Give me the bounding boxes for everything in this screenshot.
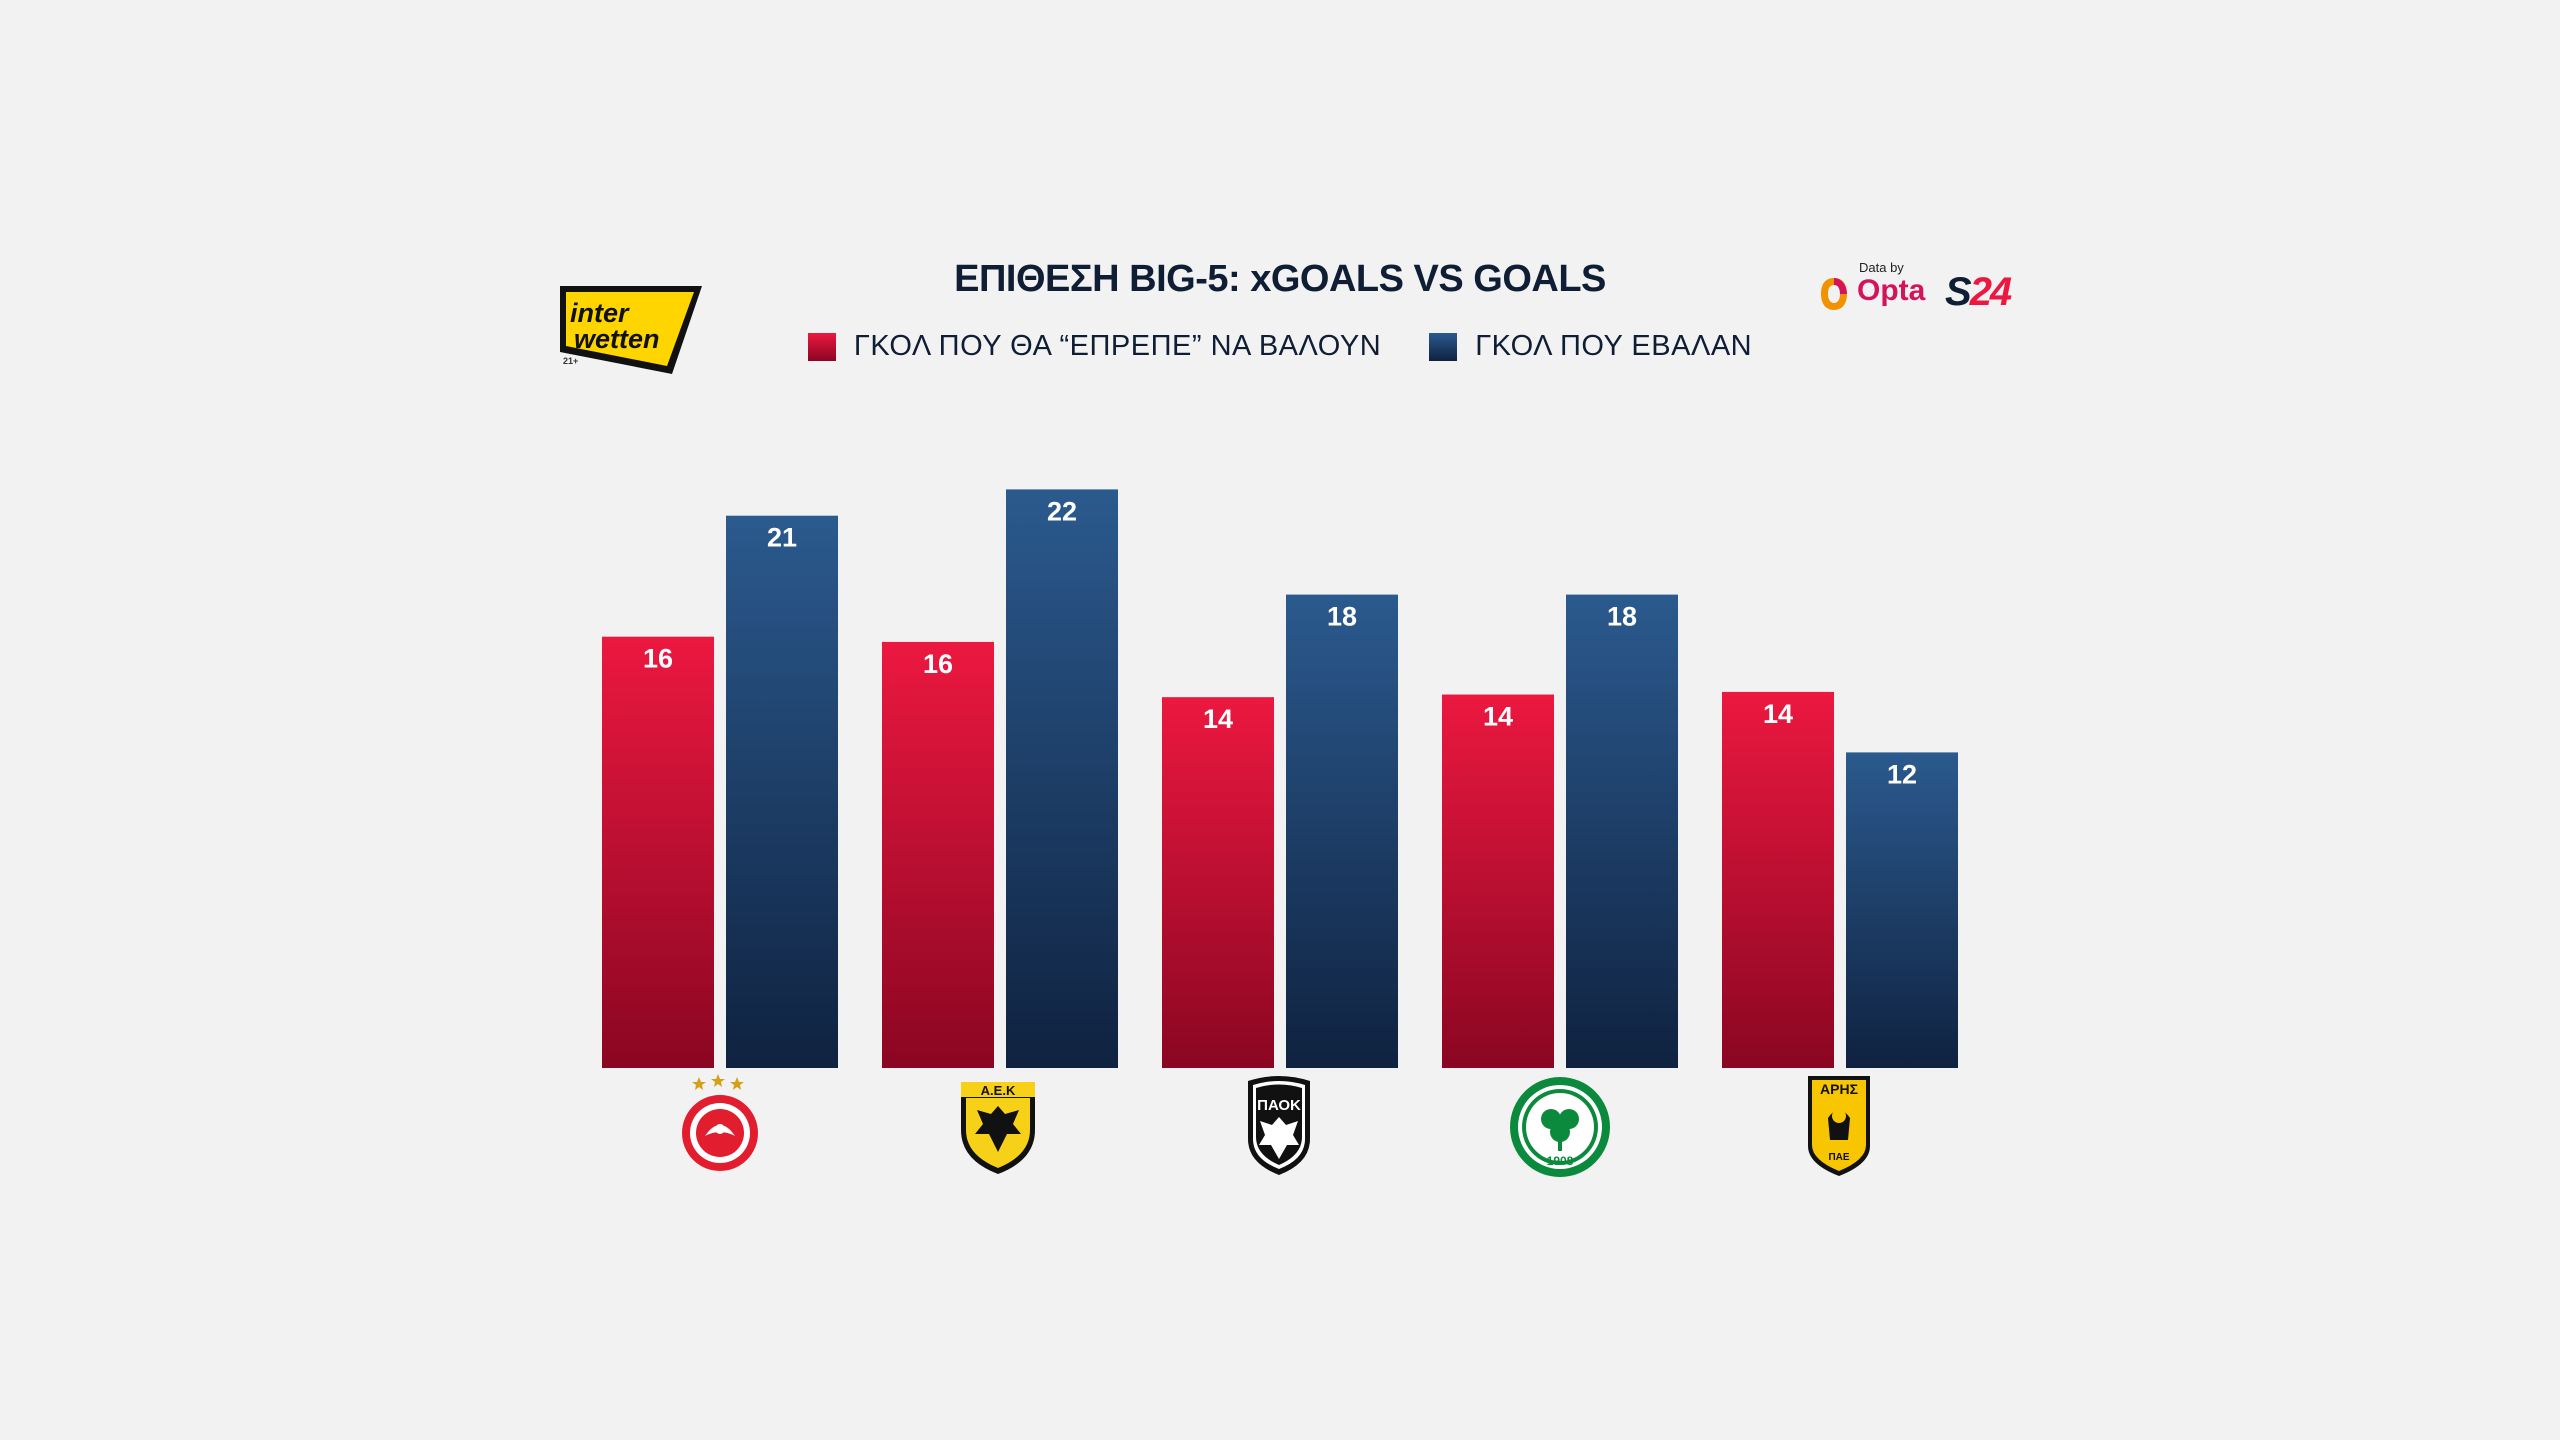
bar-xg-3	[1162, 697, 1274, 1068]
chart-title: ΕΠΙΘΕΣΗ BIG-5: xGOALS VS GOALS	[954, 258, 1606, 300]
data-label-xg-1: 16	[643, 644, 673, 674]
bar-xg-1	[602, 636, 714, 1068]
panathinaikos-crest-text: 1908	[1547, 1154, 1574, 1168]
interwetten-logo: inter wetten	[560, 286, 702, 374]
data-label-goals-4: 18	[1607, 602, 1637, 632]
panathinaikos-crest: 1908	[1510, 1077, 1610, 1177]
s24-letter: S	[1945, 270, 1972, 314]
s24-number: 24	[1969, 270, 2012, 314]
interwetten-line1: inter	[570, 298, 630, 328]
opta-mark-icon	[1821, 278, 1847, 310]
legend-swatch-xg	[807, 332, 836, 361]
bar-goals-3	[1286, 594, 1398, 1068]
olympiacos-crest	[682, 1074, 758, 1171]
aek-crest-text: Α.Ε.Κ	[981, 1083, 1016, 1098]
interwetten-line2: wetten	[574, 324, 660, 354]
bar-goals-5	[1846, 752, 1958, 1068]
legend-label-goals: ΓΚΟΛ ΠΟΥ ΕΒΑΛΑΝ	[1475, 330, 1753, 362]
aek-crest: Α.Ε.Κ	[961, 1082, 1035, 1174]
legend-label-xg: ΓΚΟΛ ΠΟΥ ΘΑ “ΕΠΡΕΠΕ” ΝΑ ΒΑΛΟΥΝ	[853, 330, 1382, 362]
data-label-xg-4: 14	[1483, 702, 1513, 732]
bar-xg-2	[882, 641, 994, 1068]
data-label-xg-5: 14	[1763, 699, 1793, 729]
opta-wordmark: Opta	[1857, 274, 1926, 307]
data-label-goals-3: 18	[1327, 602, 1357, 632]
legend-item-goals: ΓΚΟΛ ΠΟΥ ΕΒΑΛΑΝ	[1429, 330, 1752, 363]
data-label-xg-3: 14	[1203, 704, 1233, 734]
chart-legend: ΓΚΟΛ ΠΟΥ ΘΑ “ΕΠΡΕΠΕ” ΝΑ ΒΑΛΟΥΝ ΓΚΟΛ ΠΟΥ …	[0, 330, 2560, 363]
legend-swatch-goals	[1429, 332, 1458, 361]
aris-crest-text: ΑΡΗΣ	[1820, 1081, 1858, 1097]
bar-xg-4	[1442, 694, 1554, 1068]
age-badge: 21+	[563, 356, 579, 366]
data-label-xg-2: 16	[923, 649, 953, 679]
paok-crest-text: ΠΑΟΚ	[1257, 1097, 1301, 1114]
opta-data-by: Data by	[1859, 260, 1904, 275]
aris-crest: ΑΡΗΣ ΠΑΕ	[1808, 1076, 1870, 1176]
data-label-goals-2: 22	[1047, 496, 1077, 526]
bar-goals-1	[726, 515, 838, 1068]
paok-crest: ΠΑΟΚ	[1248, 1076, 1310, 1175]
data-label-goals-1: 21	[767, 523, 797, 553]
data-label-goals-5: 12	[1887, 759, 1917, 789]
s24-logo: S24	[1945, 270, 2012, 315]
legend-item-xg: ΓΚΟΛ ΠΟΥ ΘΑ “ΕΠΡΕΠΕ” ΝΑ ΒΑΛΟΥΝ	[807, 330, 1382, 363]
opta-logo: Data by Opta	[1815, 258, 1935, 318]
bar-xg-5	[1722, 691, 1834, 1068]
aris-crest-sub: ΠΑΕ	[1828, 1152, 1849, 1163]
bar-goals-4	[1566, 594, 1678, 1068]
bar-goals-2	[1006, 489, 1118, 1068]
